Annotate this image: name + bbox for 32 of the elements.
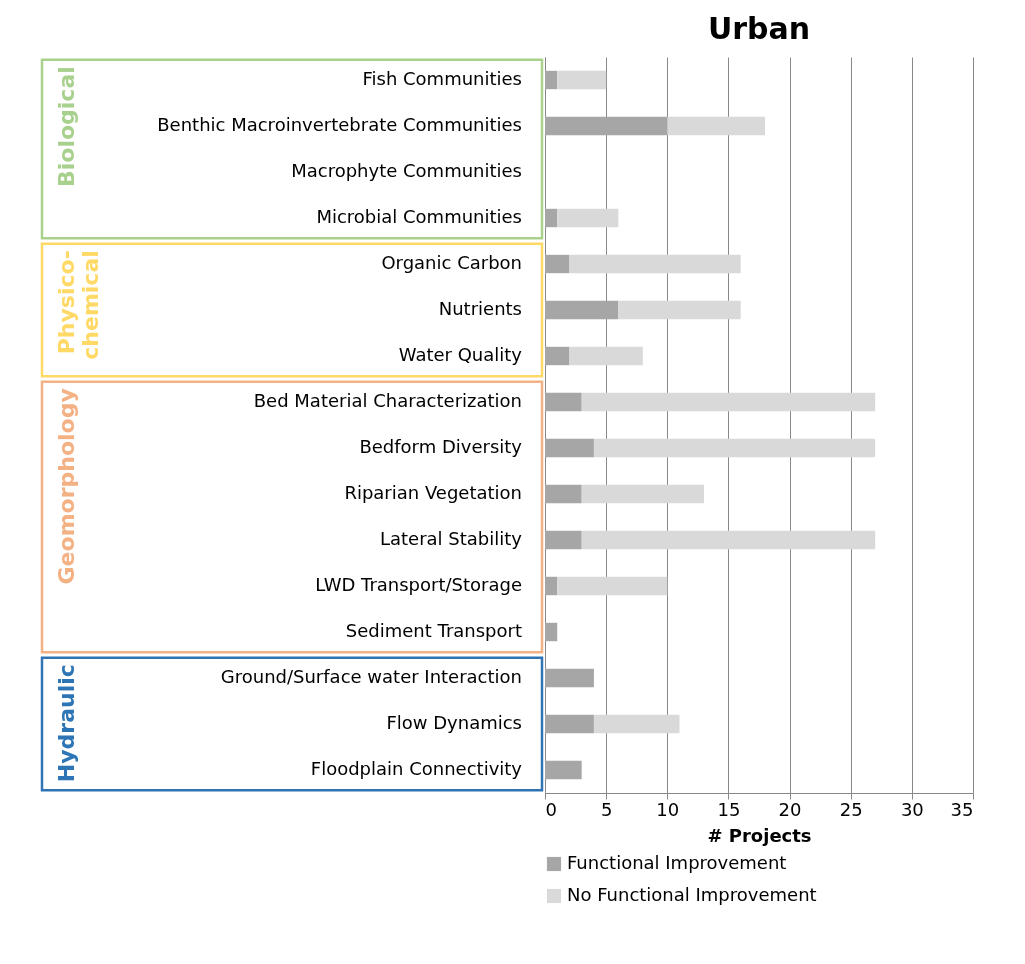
y-tick-label: LWD Transport/Storage bbox=[315, 574, 522, 595]
y-tick-label: Bed Material Characterization bbox=[253, 390, 522, 411]
y-tick-label: Floodplain Connectivity bbox=[310, 758, 523, 779]
y-tick-label: Sediment Transport bbox=[345, 620, 522, 641]
y-tick-label: Water Quality bbox=[398, 344, 523, 365]
text: Physico-chemical bbox=[54, 250, 103, 360]
chart-title: Urban bbox=[707, 11, 811, 46]
legend-label: Functional Improvement bbox=[567, 852, 787, 873]
x-tick-label: 15 bbox=[717, 798, 741, 820]
y-tick-label: Bedform Diversity bbox=[359, 436, 523, 457]
x-tick-label: 25 bbox=[839, 798, 863, 820]
y-tick-label: Benthic Macroinvertebrate Communities bbox=[157, 114, 522, 135]
text: Hydraulic bbox=[54, 664, 79, 783]
y-tick-label: Flow Dynamics bbox=[386, 712, 522, 733]
y-tick-label: Organic Carbon bbox=[381, 252, 522, 273]
y-tick-label: Riparian Vegetation bbox=[344, 482, 522, 503]
x-tick-label: 35 bbox=[950, 798, 974, 820]
x-tick-label: 10 bbox=[656, 798, 680, 820]
text: Geomorphology bbox=[54, 388, 79, 585]
y-tick-label: Microbial Communities bbox=[316, 206, 522, 227]
legend-label: No Functional Improvement bbox=[567, 884, 817, 905]
x-tick-label: 20 bbox=[778, 798, 802, 820]
y-tick-label: Nutrients bbox=[438, 298, 522, 319]
x-tick-label: 0 bbox=[545, 798, 557, 820]
x-tick-label: 5 bbox=[600, 798, 613, 820]
y-tick-label: Ground/Surface water Interaction bbox=[220, 666, 522, 687]
text: Biological bbox=[54, 66, 79, 187]
x-tick-label: 30 bbox=[900, 798, 924, 820]
x-axis-title: # Projects bbox=[707, 824, 812, 846]
y-tick-label: Fish Communities bbox=[362, 68, 522, 89]
y-tick-label: Lateral Stability bbox=[380, 528, 523, 549]
y-tick-label: Macrophyte Communities bbox=[291, 160, 522, 181]
